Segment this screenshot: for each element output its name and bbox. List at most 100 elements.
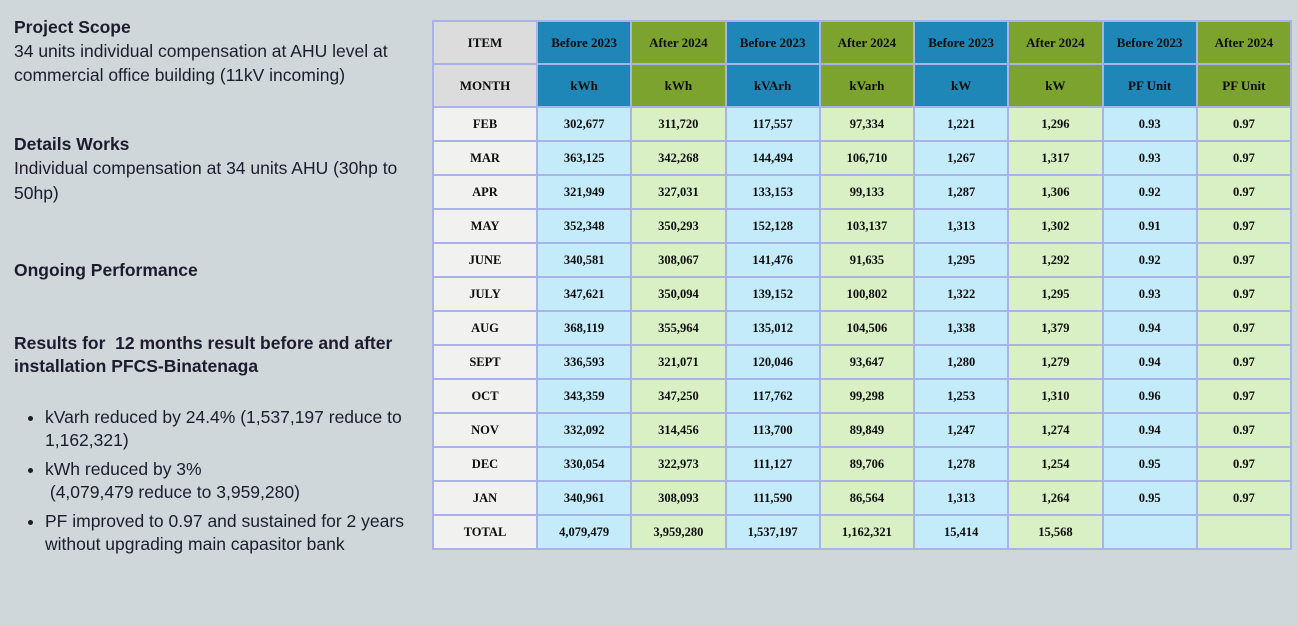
value-cell: 0.95 xyxy=(1101,480,1198,516)
value-cell: 135,012 xyxy=(724,310,821,346)
value-cell: 106,710 xyxy=(818,140,916,176)
details-works-body: Individual compensation at 34 units AHU … xyxy=(14,158,403,203)
month-label-cell: JUNE xyxy=(432,242,538,278)
value-cell: 347,621 xyxy=(535,276,633,312)
value-cell: 1,317 xyxy=(1007,140,1104,176)
value-cell: 104,506 xyxy=(818,310,916,346)
month-label-cell: APR xyxy=(432,174,538,210)
value-cell: 0.93 xyxy=(1101,276,1198,312)
value-cell: 322,973 xyxy=(630,446,727,482)
value-cell: 0.94 xyxy=(1101,310,1198,346)
value-cell: 1,302 xyxy=(1007,208,1104,244)
unit-header-cell: PF Unit xyxy=(1195,63,1293,108)
month-data-row: MAR 363,125 342,268 144,494 106,710 1,267 1,31… xyxy=(432,140,1293,176)
performance-table: ITEM Before 2023 After 2024 Before 2023 Afte… xyxy=(432,20,1293,550)
value-cell: 1,313 xyxy=(912,480,1010,516)
value-cell: 1,267 xyxy=(912,140,1010,176)
value-cell: 117,762 xyxy=(724,378,821,414)
value-cell: 0.92 xyxy=(1101,242,1198,278)
month-data-row: DEC 330,054 322,973 111,127 89,706 1,278 1,254… xyxy=(432,446,1293,482)
value-cell: 1,295 xyxy=(912,242,1010,278)
value-cell: 1,280 xyxy=(912,344,1010,380)
month-data-row: NOV 332,092 314,456 113,700 89,849 1,247 1,274… xyxy=(432,412,1293,448)
value-cell: 111,127 xyxy=(724,446,821,482)
unit-header-cell: kW xyxy=(912,63,1010,108)
period-header-cell: Before 2023 xyxy=(535,20,633,65)
month-data-row: FEB 302,677 311,720 117,557 97,334 1,221 1,296… xyxy=(432,106,1293,142)
period-header-cell: Before 2023 xyxy=(1101,20,1198,65)
unit-header-cell: PF Unit xyxy=(1101,63,1198,108)
value-cell: 144,494 xyxy=(724,140,821,176)
total-value-cell xyxy=(1195,514,1293,550)
value-cell: 1,274 xyxy=(1007,412,1104,448)
value-cell: 1,278 xyxy=(912,446,1010,482)
period-header-cell: After 2024 xyxy=(1195,20,1293,65)
value-cell: 332,092 xyxy=(535,412,633,448)
left-text-panel: Project Scope 34 units individual compen… xyxy=(14,16,420,562)
value-cell: 0.97 xyxy=(1195,310,1293,346)
value-cell: 0.97 xyxy=(1195,208,1293,244)
value-cell: 91,635 xyxy=(818,242,916,278)
value-cell: 352,348 xyxy=(535,208,633,244)
value-cell: 1,264 xyxy=(1007,480,1104,516)
value-cell: 350,094 xyxy=(630,276,727,312)
value-cell: 1,287 xyxy=(912,174,1010,210)
month-label-cell: MAR xyxy=(432,140,538,176)
project-scope-body: 34 units individual compensation at AHU … xyxy=(14,41,393,86)
unit-header-cell: kWh xyxy=(630,63,727,108)
value-cell: 0.97 xyxy=(1195,242,1293,278)
value-cell: 1,296 xyxy=(1007,106,1104,142)
value-cell: 340,581 xyxy=(535,242,633,278)
month-header-cell: MONTH xyxy=(432,63,538,108)
value-cell: 308,093 xyxy=(630,480,727,516)
value-cell: 1,254 xyxy=(1007,446,1104,482)
value-cell: 0.97 xyxy=(1195,140,1293,176)
month-data-row: OCT 343,359 347,250 117,762 99,298 1,253 1,310… xyxy=(432,378,1293,414)
performance-table-wrap: ITEM Before 2023 After 2024 Before 2023 Afte… xyxy=(432,20,1293,550)
value-cell: 308,067 xyxy=(630,242,727,278)
value-cell: 340,961 xyxy=(535,480,633,516)
month-data-row: JUNE 340,581 308,067 141,476 91,635 1,295 1,29… xyxy=(432,242,1293,278)
value-cell: 0.93 xyxy=(1101,106,1198,142)
value-cell: 0.97 xyxy=(1195,446,1293,482)
value-cell: 350,293 xyxy=(630,208,727,244)
total-value-cell: 3,959,280 xyxy=(630,514,727,550)
value-cell: 368,119 xyxy=(535,310,633,346)
total-value-cell: 1,537,197 xyxy=(724,514,821,550)
value-cell: 152,128 xyxy=(724,208,821,244)
value-cell: 0.97 xyxy=(1195,378,1293,414)
total-value-cell xyxy=(1101,514,1198,550)
total-value-cell: 4,079,479 xyxy=(535,514,633,550)
value-cell: 1,279 xyxy=(1007,344,1104,380)
header-row-period: ITEM Before 2023 After 2024 Before 2023 Afte… xyxy=(432,20,1293,65)
value-cell: 343,359 xyxy=(535,378,633,414)
unit-header-cell: kW xyxy=(1007,63,1104,108)
unit-header-cell: kWh xyxy=(535,63,633,108)
value-cell: 100,802 xyxy=(818,276,916,312)
details-works-heading: Details Works xyxy=(14,134,130,155)
value-cell: 1,322 xyxy=(912,276,1010,312)
unit-header-cell: kVarh xyxy=(818,63,916,108)
value-cell: 330,054 xyxy=(535,446,633,482)
period-header-cell: After 2024 xyxy=(818,20,916,65)
value-cell: 117,557 xyxy=(724,106,821,142)
value-cell: 321,949 xyxy=(535,174,633,210)
value-cell: 89,849 xyxy=(818,412,916,448)
value-cell: 111,590 xyxy=(724,480,821,516)
month-data-row: AUG 368,119 355,964 135,012 104,506 1,338 1,37… xyxy=(432,310,1293,346)
header-row-unit: MONTH kWh kWh kVArh kVarh kW kW PF Unit PF Unit xyxy=(432,63,1293,108)
month-data-row: MAY 352,348 350,293 152,128 103,137 1,313 1,30… xyxy=(432,208,1293,244)
month-data-row: SEPT 336,593 321,071 120,046 93,647 1,280 1,27… xyxy=(432,344,1293,380)
value-cell: 99,298 xyxy=(818,378,916,414)
value-cell: 0.97 xyxy=(1195,412,1293,448)
period-header-cell: Before 2023 xyxy=(724,20,821,65)
value-cell: 327,031 xyxy=(630,174,727,210)
value-cell: 0.97 xyxy=(1195,106,1293,142)
table-header: ITEM Before 2023 After 2024 Before 2023 Afte… xyxy=(432,20,1293,108)
value-cell: 1,292 xyxy=(1007,242,1104,278)
item-header-cell: ITEM xyxy=(432,20,538,65)
value-cell: 86,564 xyxy=(818,480,916,516)
value-cell: 133,153 xyxy=(724,174,821,210)
value-cell: 342,268 xyxy=(630,140,727,176)
value-cell: 139,152 xyxy=(724,276,821,312)
